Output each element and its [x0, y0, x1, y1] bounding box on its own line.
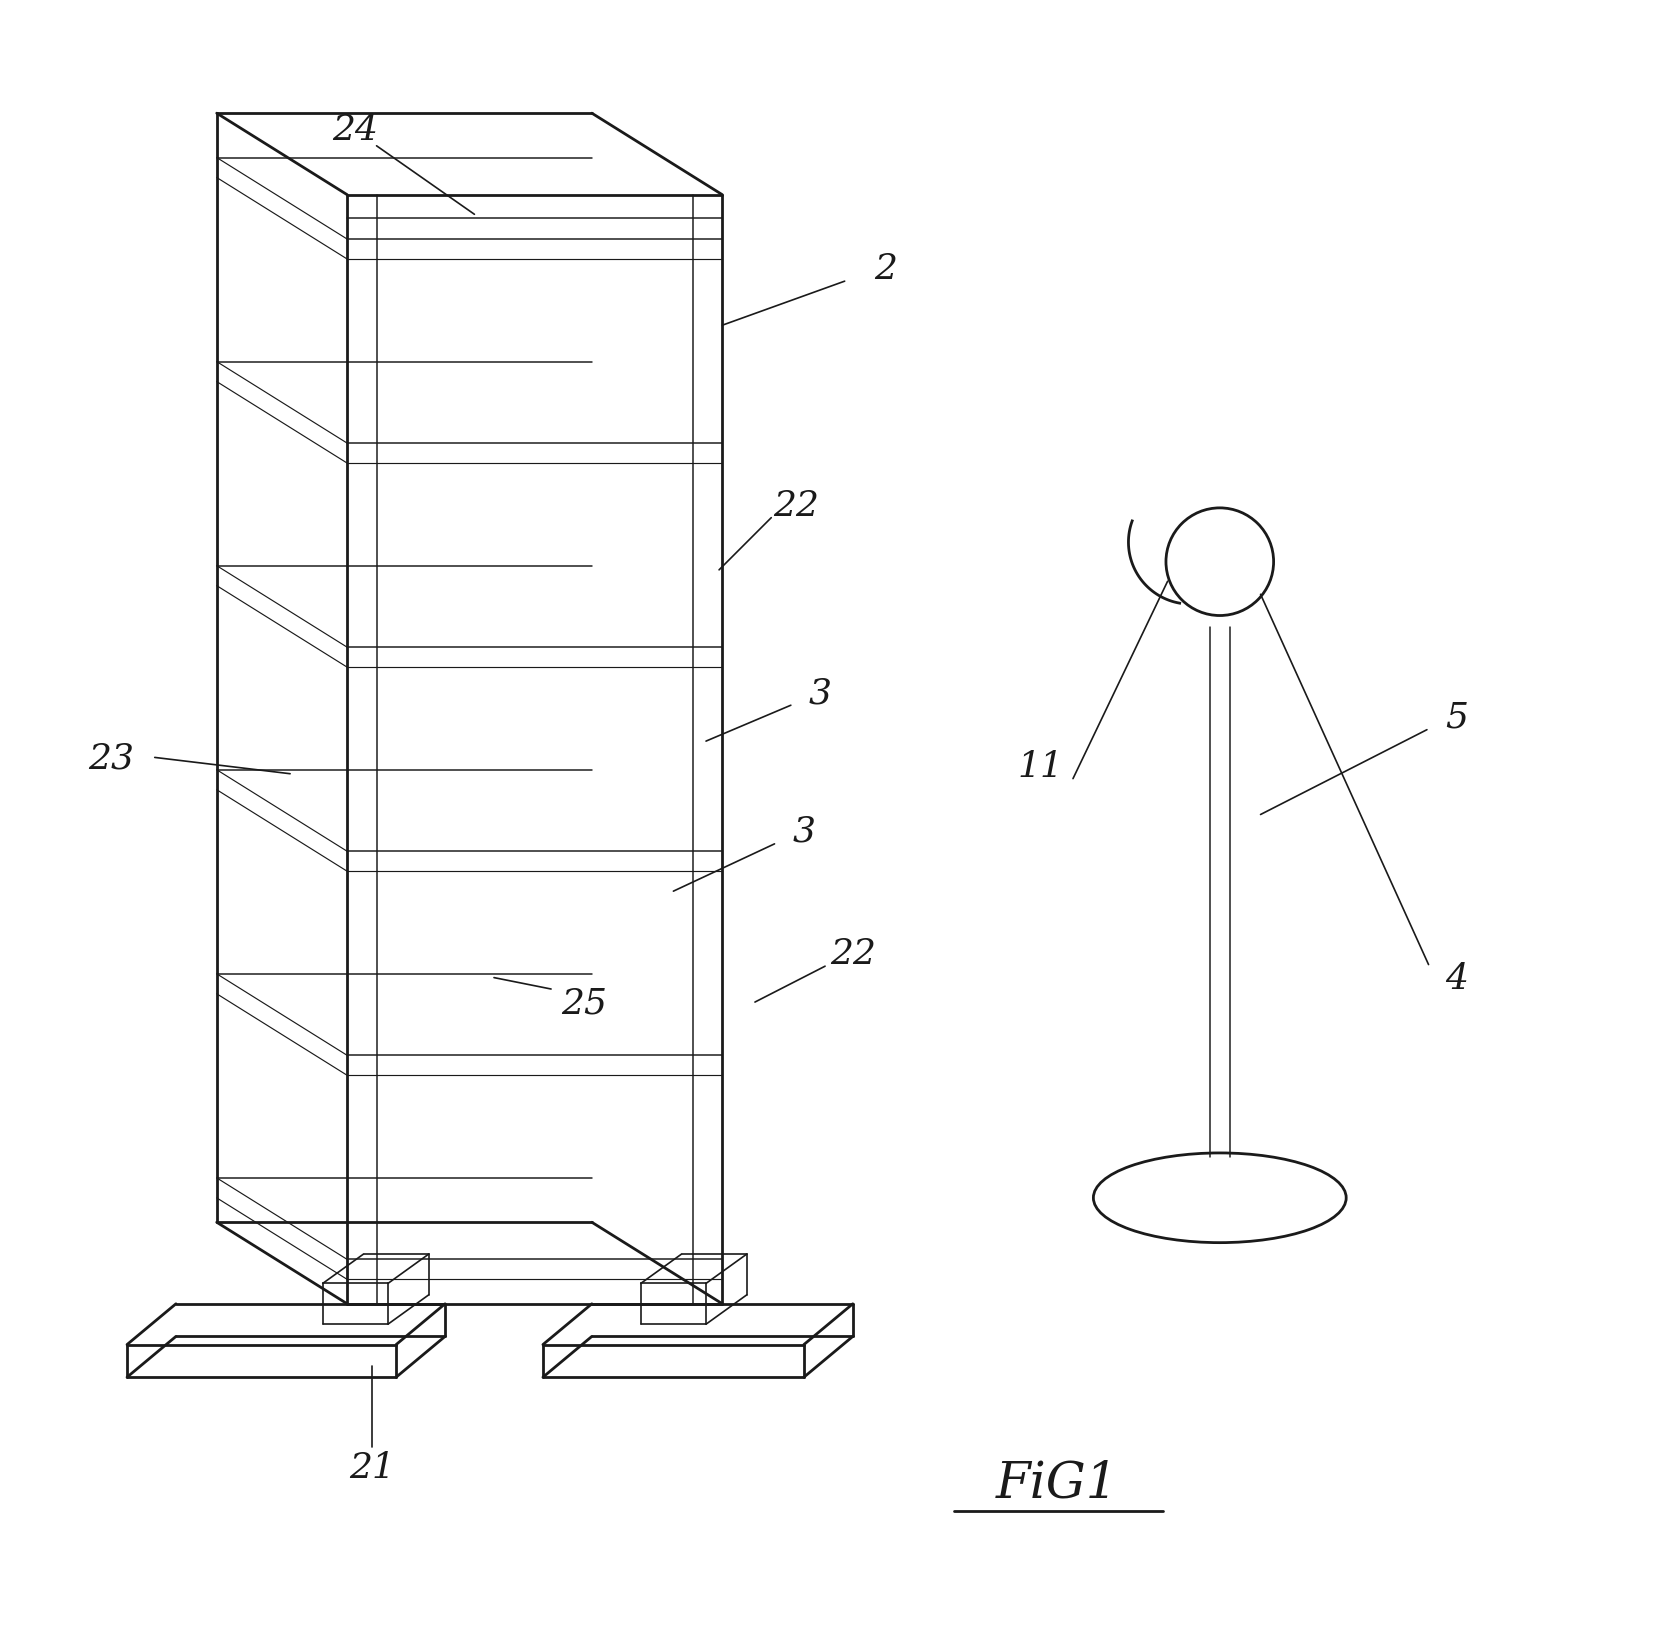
Text: 3: 3 — [808, 676, 831, 709]
Text: 25: 25 — [560, 986, 607, 1019]
Text: 3: 3 — [793, 815, 815, 848]
Text: 22: 22 — [830, 937, 875, 970]
Text: 23: 23 — [87, 742, 134, 774]
Text: 11: 11 — [1017, 750, 1064, 782]
Text: 5: 5 — [1445, 701, 1467, 734]
Text: 4: 4 — [1445, 962, 1467, 994]
Text: 24: 24 — [333, 114, 378, 147]
Text: FiG1: FiG1 — [995, 1459, 1118, 1508]
Text: 21: 21 — [348, 1451, 395, 1483]
Text: 22: 22 — [773, 489, 818, 522]
Text: 2: 2 — [873, 253, 897, 285]
